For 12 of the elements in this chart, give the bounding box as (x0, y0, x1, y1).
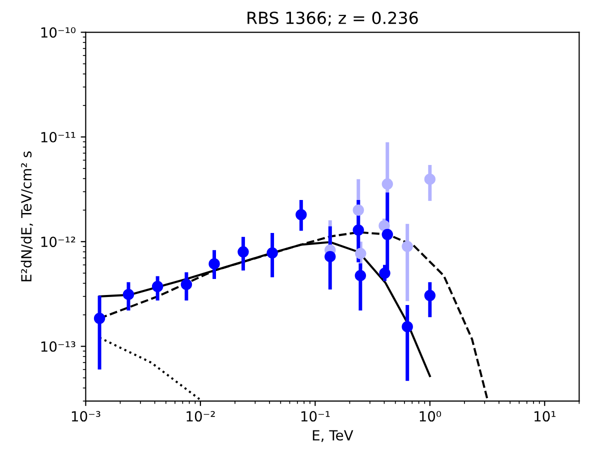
x-tick-label: 10⁻¹ (301, 411, 330, 422)
x-axis-title: E, TeV (312, 430, 354, 442)
y-axis-title: E²dN/dE, TeV/cm² s (20, 151, 33, 282)
y-tick-label: 10⁻¹³ (41, 341, 76, 352)
x-tick-label: 10¹ (534, 411, 556, 422)
y-tick-label: 10⁻¹¹ (41, 132, 76, 142)
x-tick-label: 10⁻² (186, 411, 215, 422)
chart-title: RBS 1366; z = 0.236 (248, 12, 418, 26)
x-tick-label: 10⁻³ (72, 411, 100, 422)
x-tick-label: 10⁰ (420, 411, 442, 422)
y-tick-label: 10⁻¹² (41, 236, 76, 248)
y-tick-label: 10⁻¹⁰ (41, 27, 76, 38)
